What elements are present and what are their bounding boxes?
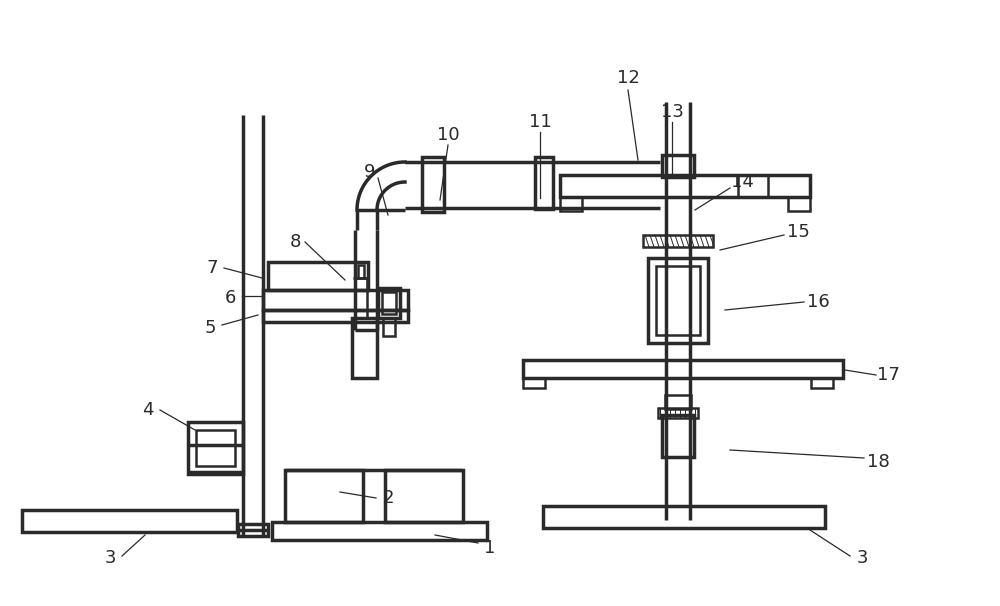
Bar [560, 175, 810, 197]
Bar [378, 288, 400, 318]
Bar [268, 262, 368, 290]
Text: 12: 12 [617, 69, 639, 87]
Bar [535, 157, 553, 209]
Text: 14: 14 [731, 173, 753, 191]
Bar [355, 278, 367, 318]
Bar [811, 378, 833, 388]
Text: 3: 3 [104, 549, 116, 567]
Bar [662, 155, 694, 177]
Bar [383, 318, 395, 336]
Text: 5: 5 [204, 319, 216, 337]
Bar [523, 360, 843, 378]
Text: 18: 18 [867, 453, 889, 471]
Text: 16: 16 [807, 293, 829, 311]
Text: 7: 7 [206, 259, 218, 277]
Bar [662, 415, 694, 457]
Bar [196, 430, 235, 466]
Bar [738, 175, 768, 197]
Text: 3: 3 [856, 549, 868, 567]
Text: 15: 15 [787, 223, 809, 241]
Bar [422, 157, 444, 212]
Bar [285, 470, 363, 522]
Bar [560, 197, 582, 211]
Bar [352, 318, 377, 378]
Text: 11: 11 [529, 113, 551, 131]
Bar [643, 235, 713, 247]
Text: 13: 13 [661, 103, 683, 121]
Text: 8: 8 [289, 233, 301, 251]
Bar [665, 395, 691, 409]
Text: 1: 1 [484, 539, 496, 557]
Text: 9: 9 [364, 163, 376, 181]
Bar [523, 378, 545, 388]
Text: 17: 17 [877, 366, 899, 384]
Bar [658, 408, 698, 418]
Bar [188, 422, 243, 474]
Text: 6: 6 [224, 289, 236, 307]
Bar [22, 510, 237, 532]
Text: 10: 10 [437, 126, 459, 144]
Bar [385, 470, 463, 522]
Bar [382, 292, 396, 314]
Bar [788, 197, 810, 211]
Bar [543, 506, 825, 528]
Text: 4: 4 [142, 401, 154, 419]
Bar [263, 290, 408, 310]
Bar [656, 266, 700, 335]
Bar [272, 522, 487, 540]
Bar [648, 258, 708, 343]
Bar [238, 524, 268, 536]
Bar [263, 310, 408, 322]
Text: 2: 2 [382, 489, 394, 507]
Bar [358, 265, 364, 278]
